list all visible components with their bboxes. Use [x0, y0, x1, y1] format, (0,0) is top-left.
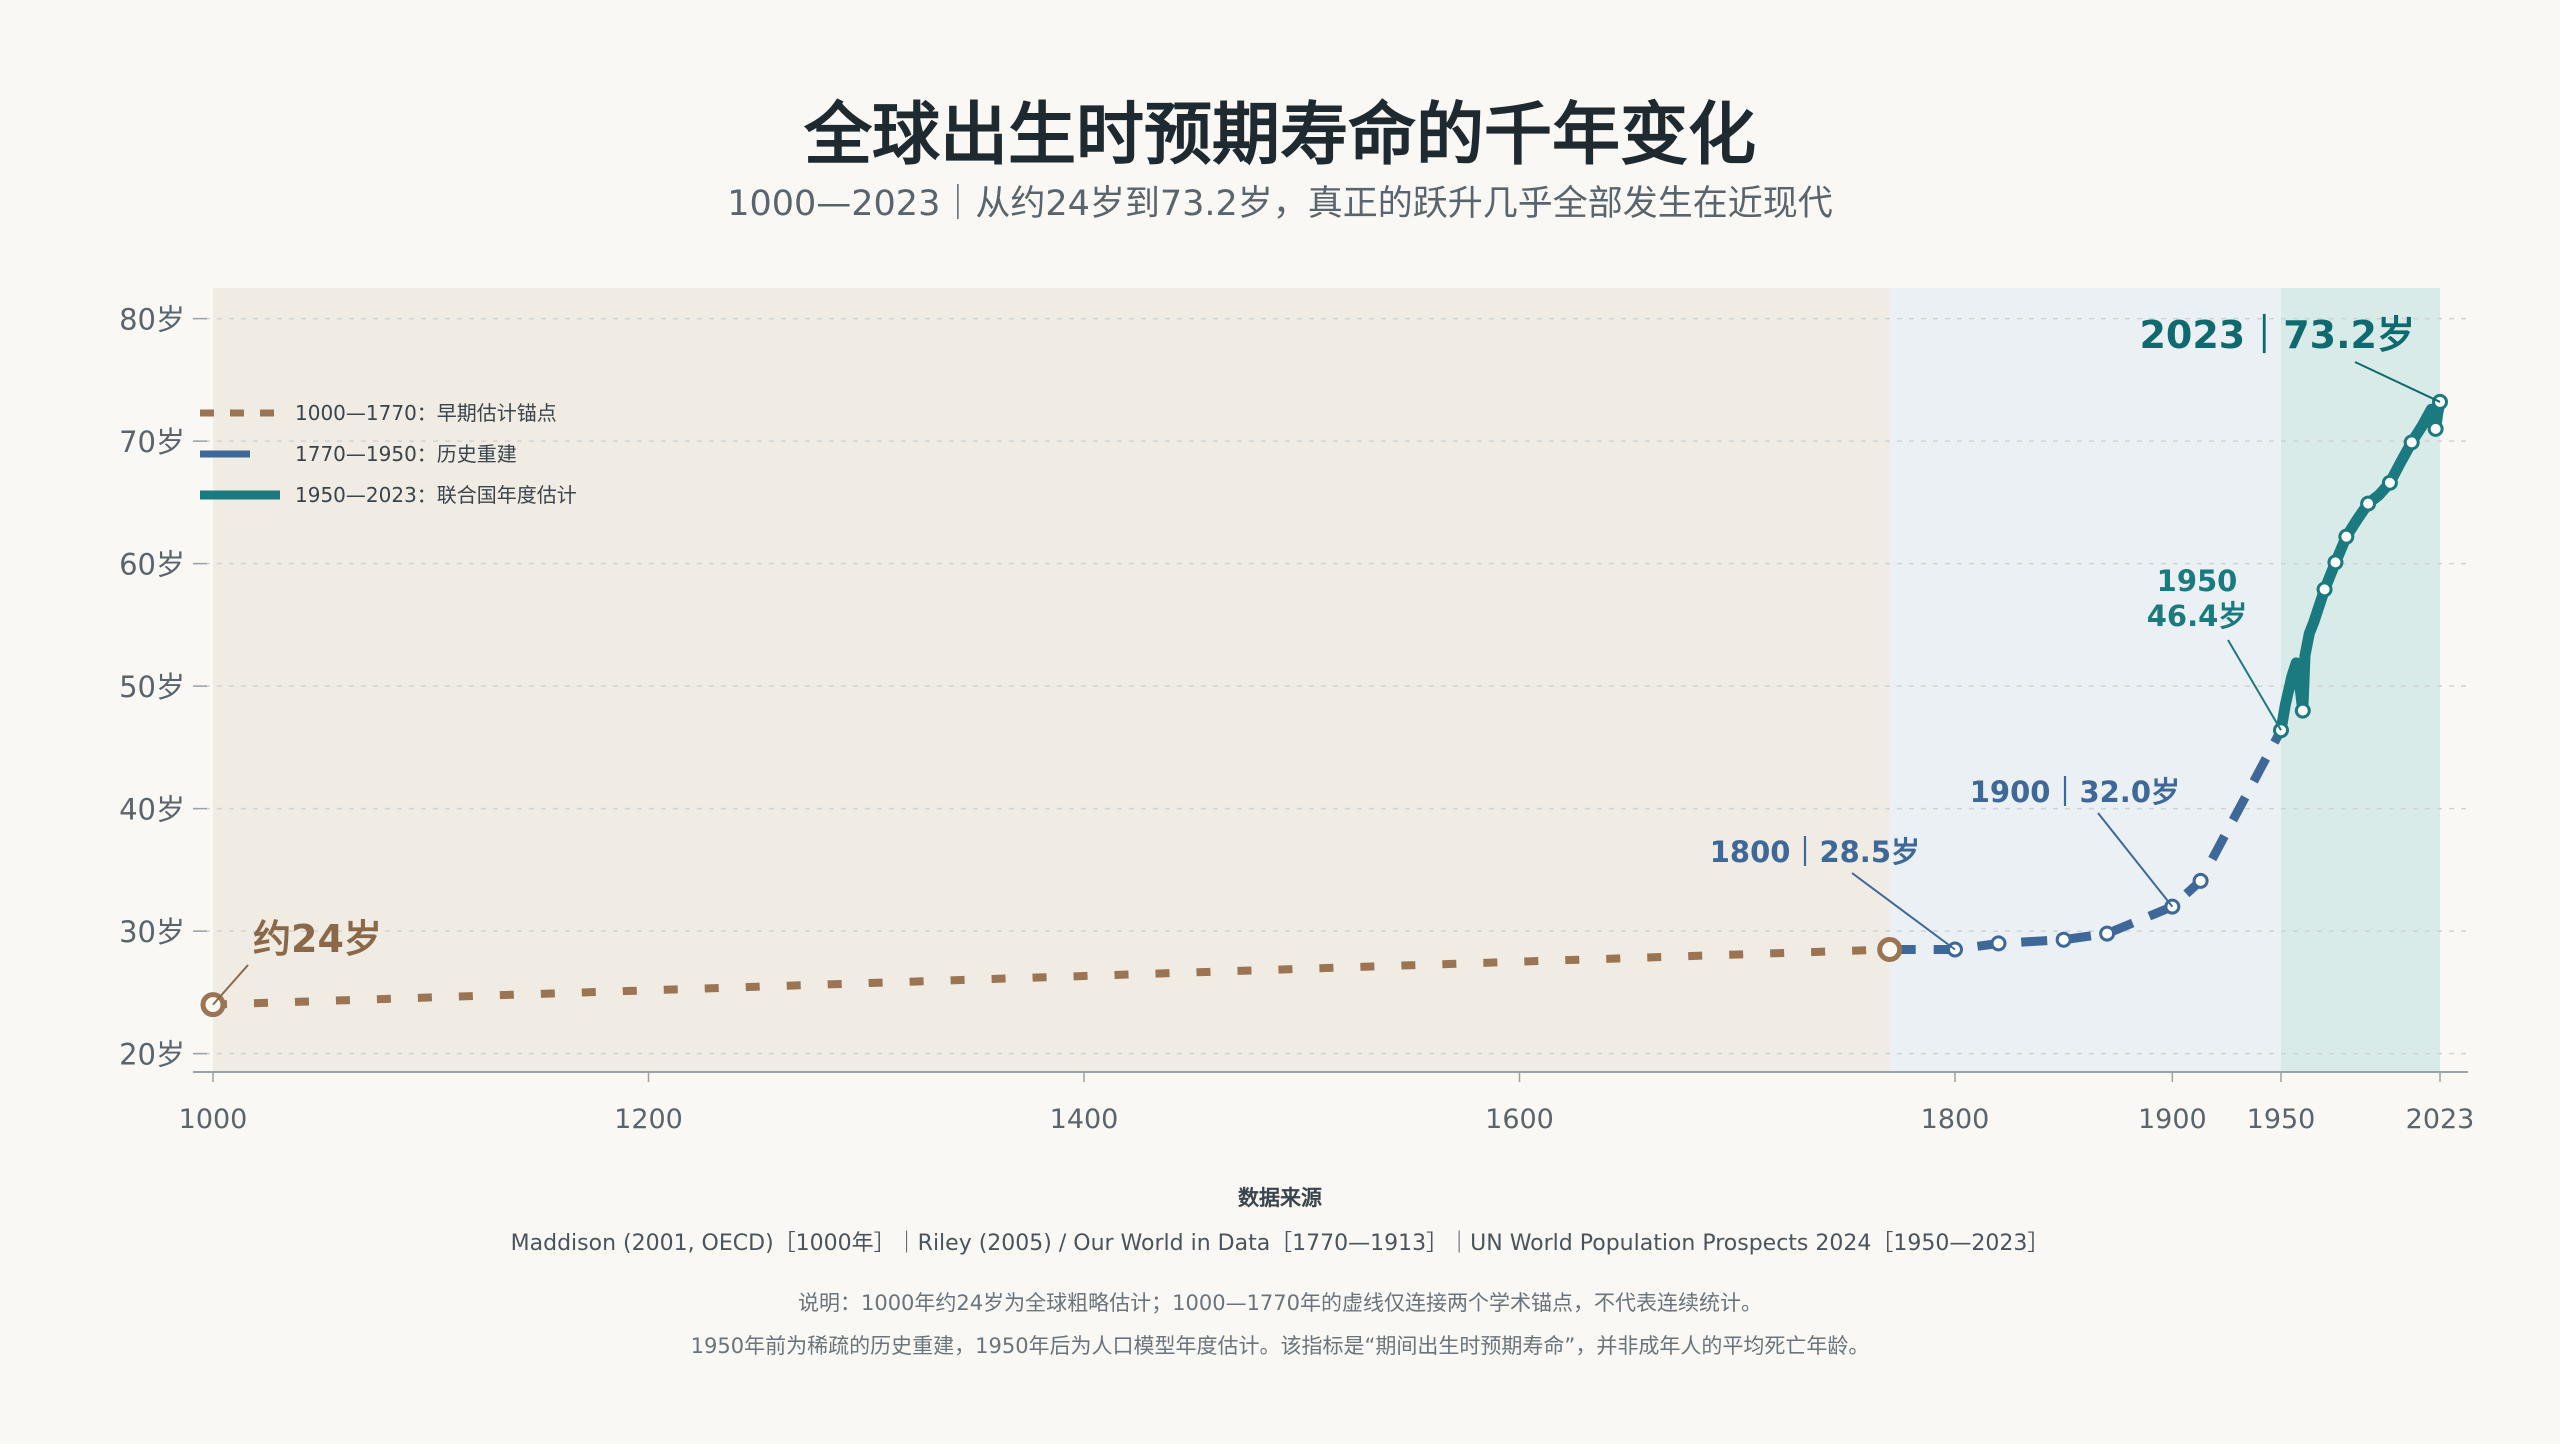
annotation-label: 约24岁 [253, 917, 382, 961]
annotation-leader [2227, 639, 2282, 731]
annotation-leader [212, 964, 249, 1006]
note-line-2: 1950年前为稀疏的历史重建，1950年后为人口模型年度估计。该指标是“期间出生… [691, 1334, 1870, 1358]
legend-label-0: 1000—1770：早期估计锚点 [295, 401, 557, 425]
legend-label-2: 1950—2023：联合国年度估计 [295, 483, 577, 507]
data-point [2294, 702, 2311, 719]
x-tick-label: 1200 [614, 1104, 683, 1135]
x-tick-label: 2023 [2406, 1104, 2475, 1135]
data-point [2192, 872, 2209, 889]
data-point [1990, 935, 2007, 952]
chart-subtitle: 1000—2023｜从约24岁到73.2岁，真正的跃升几乎全部发生在近现代 [727, 184, 1833, 224]
y-tick-label: 30岁 [119, 915, 185, 949]
data-point [2316, 581, 2333, 598]
data-point [2360, 495, 2377, 512]
annotation-label: 2023｜73.2岁 [2139, 313, 2415, 357]
source-text: Maddison (2001, OECD)［1000年］｜Riley (2005… [511, 1231, 2050, 1256]
annotation-label: 1950 [2157, 564, 2238, 598]
annotation-label: 1900｜32.0岁 [1970, 775, 2180, 809]
series-line-0 [212, 945, 1890, 1009]
x-tick-label: 1400 [1050, 1104, 1119, 1135]
note-line-1: 说明：1000年约24岁为全球粗略估计；1000—1770年的虚线仅连接两个学术… [798, 1291, 1762, 1315]
period-band-0 [213, 288, 1890, 1072]
y-tick-label: 40岁 [119, 793, 185, 827]
data-point [2427, 420, 2444, 437]
data-point [2381, 474, 2398, 491]
y-tick-label: 80岁 [119, 303, 185, 337]
source-title: 数据来源 [1238, 1186, 1322, 1210]
data-point [1877, 937, 1903, 962]
data-point [2055, 931, 2072, 948]
x-tick-label: 1600 [1485, 1104, 1554, 1135]
axes: 20岁 30岁 40岁 50岁 60岁 70岁 80岁 1000 1200 1400 1600 180… [119, 303, 2474, 1135]
period-bands [213, 288, 2440, 1072]
x-tick-label: 1900 [2138, 1104, 2207, 1135]
annotation-leader [2354, 361, 2441, 403]
annotation-leader [1851, 872, 1956, 951]
data-point [2403, 434, 2420, 451]
data-point [2338, 528, 2355, 545]
annotation-leader [2097, 812, 2174, 908]
x-tick-label: 1000 [179, 1104, 248, 1135]
y-tick-label: 20岁 [119, 1038, 185, 1072]
data-point [2327, 554, 2344, 571]
legend: 1000—1770：早期估计锚点 1770—1950：历史重建 1950—2023：… [200, 401, 577, 507]
y-tick-label: 60岁 [119, 548, 185, 582]
data-point [2099, 925, 2116, 942]
period-band-1 [1889, 288, 2281, 1072]
y-tick-label: 70岁 [119, 425, 185, 459]
annotation-label: 46.4岁 [2147, 599, 2248, 633]
chart-title: 全球出生时预期寿命的千年变化 [803, 96, 1756, 175]
x-tick-label: 1800 [1921, 1104, 1990, 1135]
y-tick-label: 50岁 [119, 670, 185, 704]
series-line-2 [2275, 400, 2446, 732]
x-tick-label: 1950 [2247, 1104, 2316, 1135]
annotation-label: 1800｜28.5岁 [1710, 835, 1920, 869]
legend-label-1: 1770—1950：历史重建 [295, 442, 517, 466]
